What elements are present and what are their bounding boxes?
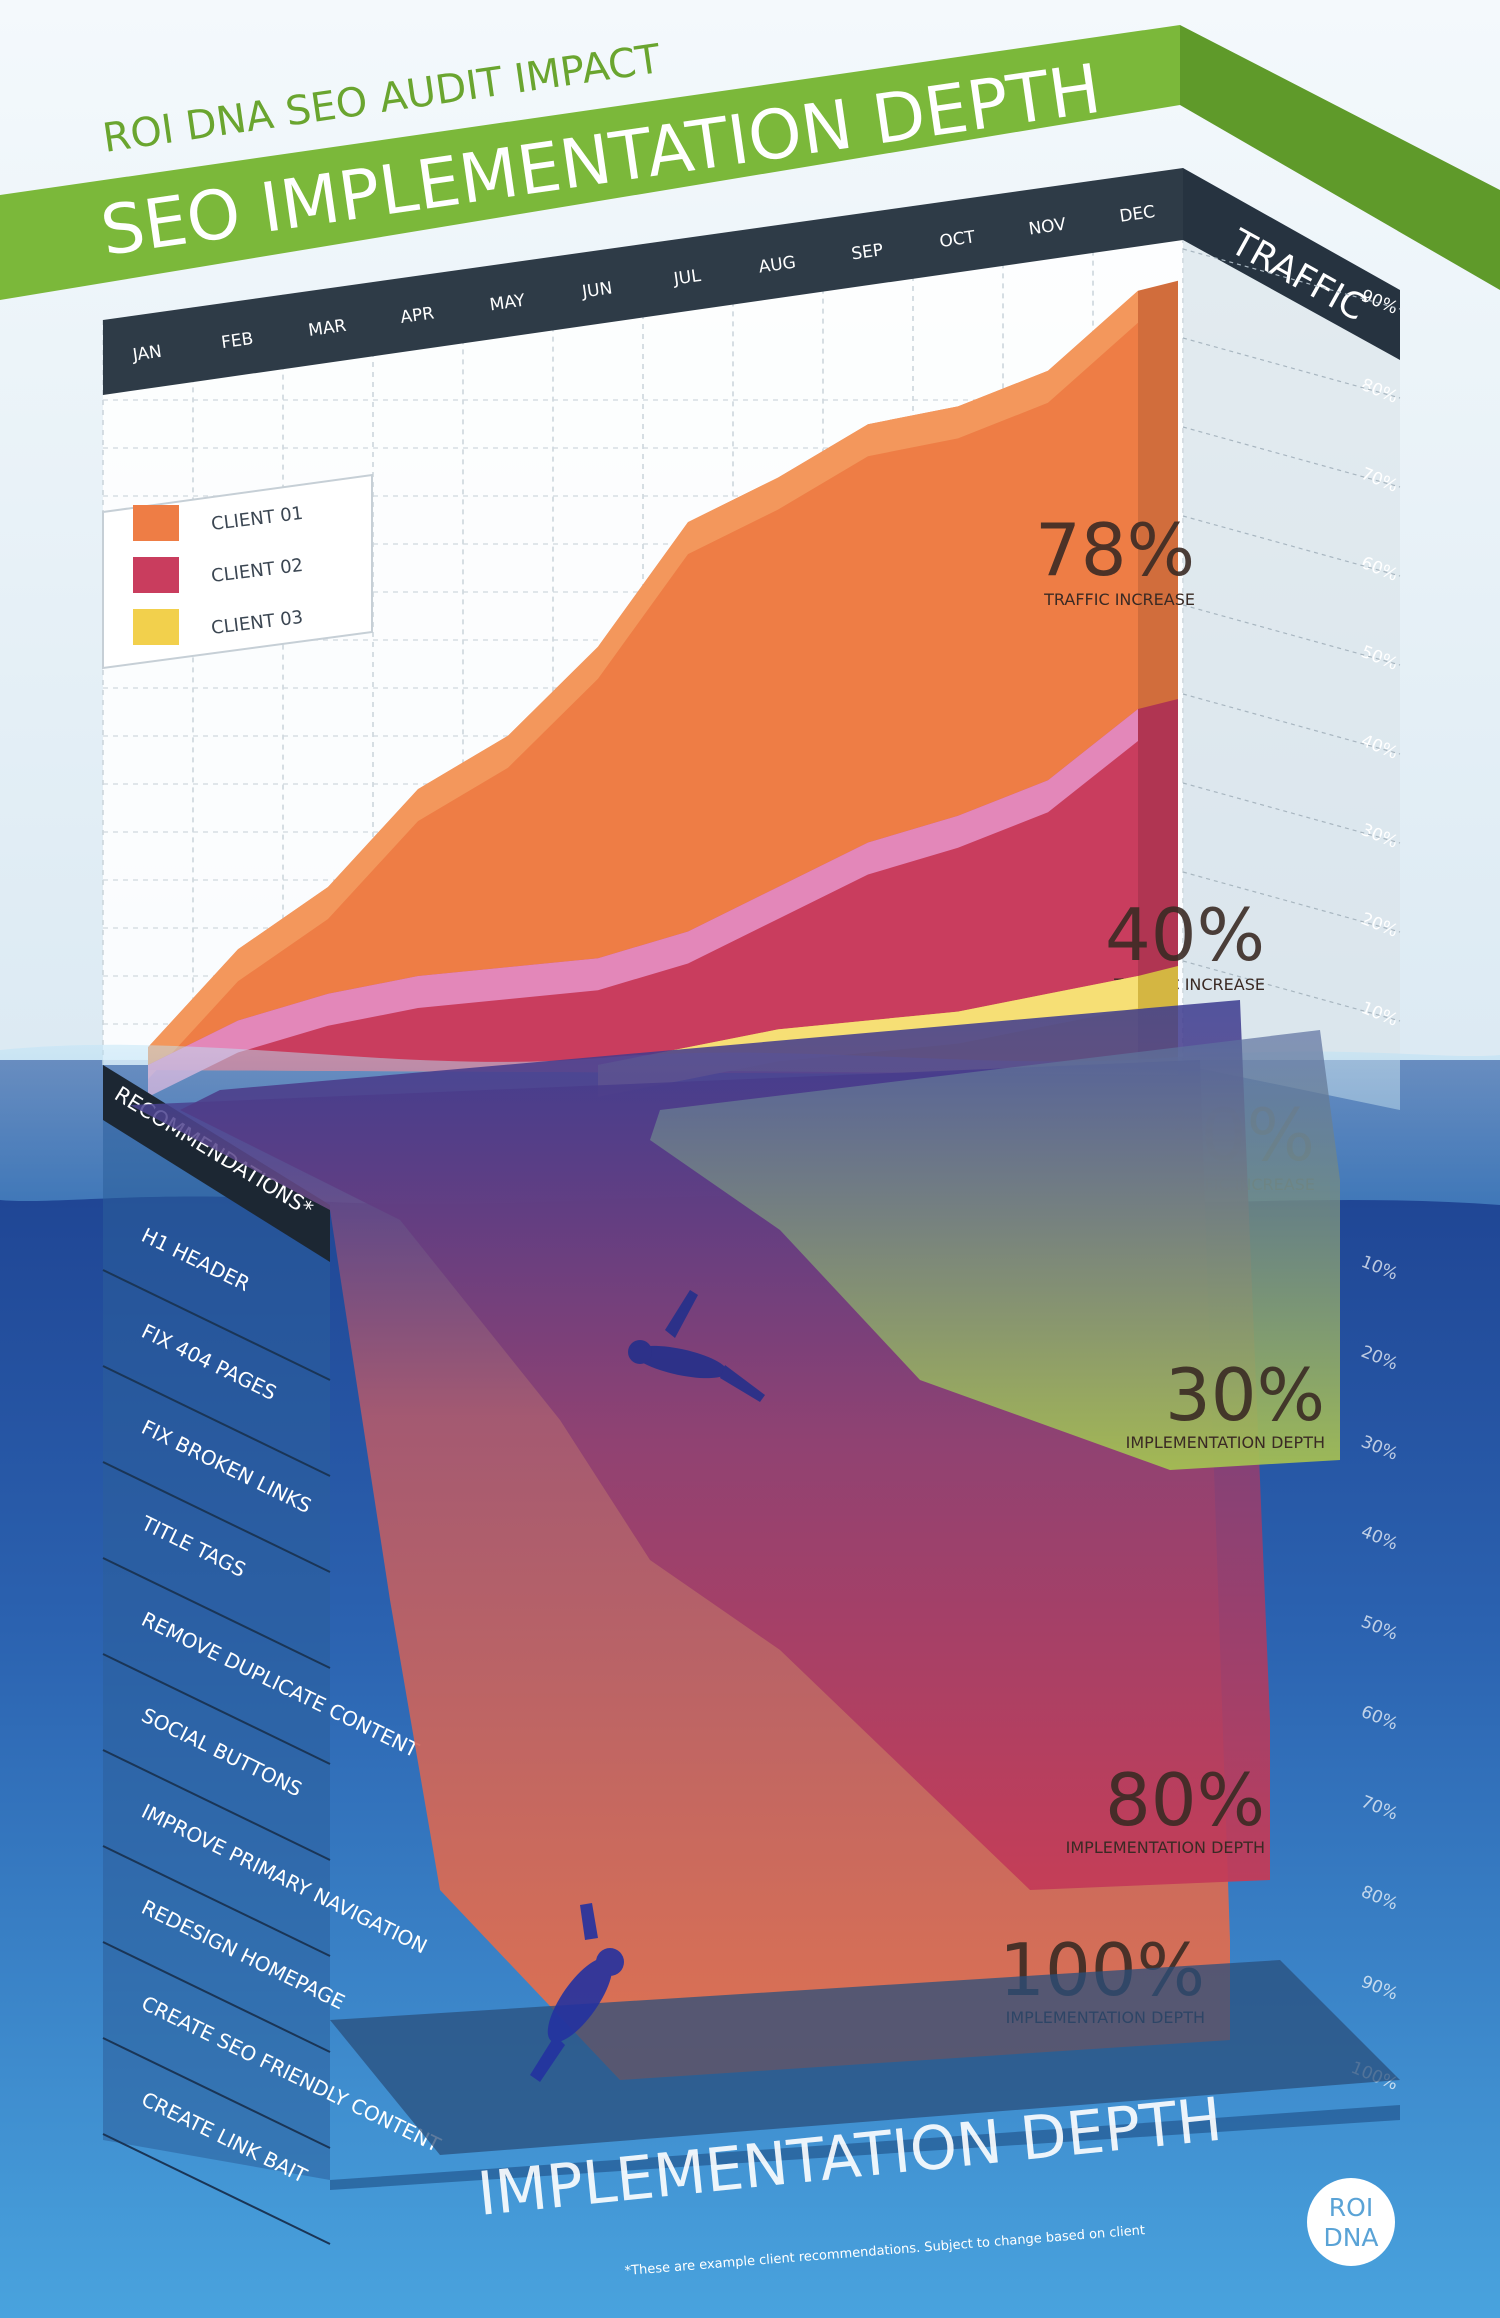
- lower-areas: 100%IMPLEMENTATION DEPTH80%IMPLEMENTATIO…: [130, 1000, 1340, 2080]
- legend-swatch: [133, 505, 179, 541]
- annotation-label: TRAFFIC INCREASE: [1043, 590, 1195, 609]
- header-banner-side: [1180, 25, 1500, 290]
- depth-annotation-label: IMPLEMENTATION DEPTH: [1066, 1838, 1265, 1857]
- bottom-panel: [330, 1960, 1400, 2155]
- month-label: OCT: [938, 227, 977, 252]
- month-label: JAN: [131, 342, 164, 366]
- diver-icon-deep: [530, 1903, 624, 2082]
- depth-annotation-value: 30%: [1165, 1353, 1325, 1437]
- month-label: JUN: [580, 278, 614, 302]
- month-label: FEB: [220, 329, 255, 353]
- roi-dna-logo: ROI DNA: [1307, 2178, 1395, 2266]
- annotation-value: 40%: [1105, 893, 1265, 977]
- month-label: JUL: [672, 266, 703, 290]
- recommendations-panel: [103, 1065, 330, 2180]
- legend-swatch: [133, 557, 179, 593]
- diver-icon: [628, 1290, 765, 1402]
- logo-line1: ROI: [1329, 2193, 1373, 2222]
- traffic-axis-header: [1183, 168, 1400, 360]
- annotation-value: 78%: [1035, 508, 1195, 592]
- month-label: DEC: [1118, 202, 1156, 227]
- depth-annotation-label: IMPLEMENTATION DEPTH: [1126, 1433, 1325, 1452]
- month-bar: [103, 168, 1183, 395]
- bottom-panel-edge: [330, 2105, 1400, 2190]
- depth-area-client-03: [650, 1030, 1340, 1470]
- logo-line2: DNA: [1323, 2223, 1378, 2252]
- header-banner: [0, 25, 1180, 300]
- month-label: SEP: [850, 240, 884, 264]
- traffic-axis-panel: [1183, 168, 1400, 1110]
- area-rim: [148, 709, 1138, 1097]
- depth-annotation-value: 80%: [1105, 1758, 1265, 1842]
- month-label: APR: [399, 303, 435, 328]
- month-label: MAY: [488, 291, 526, 316]
- legend-swatch: [133, 609, 179, 645]
